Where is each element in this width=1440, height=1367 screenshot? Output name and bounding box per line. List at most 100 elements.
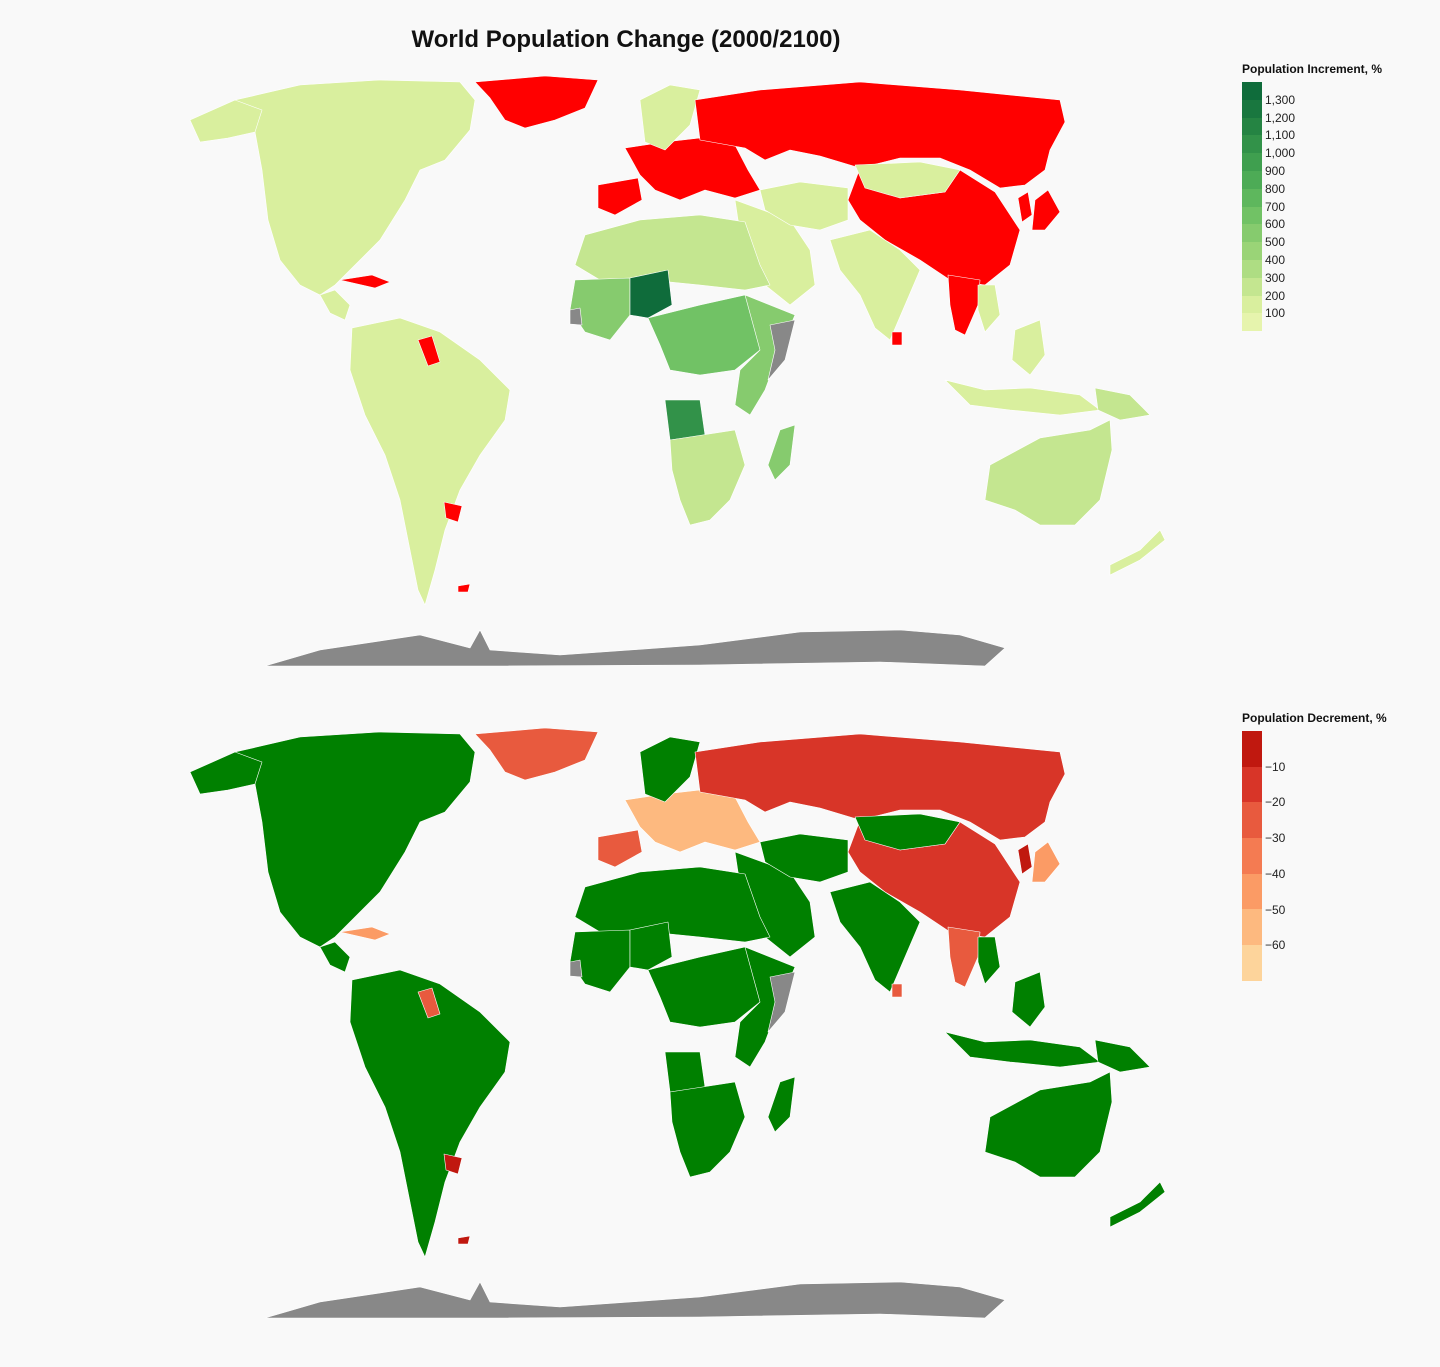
region-central-america[interactable] (319, 289, 351, 321)
region-russia[interactable] (694, 733, 1066, 841)
region-japan[interactable] (1031, 189, 1061, 231)
legend-tick-label: −50 (1265, 902, 1286, 917)
region-north-africa[interactable] (574, 866, 771, 943)
region-antarctica[interactable] (264, 629, 1006, 667)
legend-tick-label: 1,100 (1265, 128, 1296, 143)
region-west-sahara[interactable] (569, 307, 583, 326)
region-falklands[interactable] (457, 1235, 471, 1245)
region-new-guinea[interactable] (1094, 387, 1151, 421)
region-angola[interactable] (664, 399, 706, 441)
legend-swatch (1242, 82, 1262, 100)
region-philippines[interactable] (1011, 319, 1046, 376)
region-caribbean[interactable] (339, 274, 391, 289)
legend-swatch (1242, 945, 1262, 981)
region-southeast-asia[interactable] (947, 926, 981, 988)
region-mongolia[interactable] (854, 813, 961, 851)
legend-swatch (1242, 766, 1262, 803)
legend-swatch (1242, 731, 1262, 767)
region-southern-africa[interactable] (669, 1081, 746, 1178)
region-falklands[interactable] (457, 583, 471, 593)
region-south-america[interactable] (349, 317, 511, 606)
legend-tick-label: 500 (1265, 235, 1286, 250)
legend-swatch (1242, 259, 1262, 278)
region-new-zealand[interactable] (1109, 529, 1166, 576)
region-central-africa[interactable] (647, 946, 766, 1028)
region-india[interactable] (829, 881, 921, 993)
legend-tick-label: 400 (1265, 253, 1286, 267)
region-korea[interactable] (1017, 843, 1033, 875)
region-somalia[interactable] (767, 971, 796, 1033)
legend-swatch (1242, 909, 1262, 946)
region-southeast-asia[interactable] (947, 274, 981, 336)
region-iberia[interactable] (597, 829, 643, 868)
region-central-asia[interactable] (759, 833, 849, 883)
region-indonesia[interactable] (944, 379, 1101, 416)
legend-swatch (1242, 802, 1262, 839)
region-guianas[interactable] (417, 335, 441, 367)
legend-tick-label: 1,200 (1265, 110, 1296, 125)
region-indochina[interactable] (977, 284, 1001, 333)
region-indonesia[interactable] (944, 1031, 1101, 1068)
region-niger[interactable] (629, 269, 673, 319)
region-new-zealand[interactable] (1109, 1181, 1166, 1228)
region-caribbean[interactable] (339, 926, 391, 941)
region-west-sahara[interactable] (569, 959, 583, 978)
region-europe[interactable] (624, 789, 761, 853)
region-europe[interactable] (624, 137, 761, 201)
increment-legend: Population Increment, % 1,300 1,200 1,100 1… (1242, 62, 1382, 342)
region-niger[interactable] (629, 921, 673, 971)
region-scandinavia[interactable] (639, 84, 701, 151)
legend-tick-label: 700 (1265, 199, 1286, 214)
region-north-america[interactable] (234, 731, 476, 948)
legend-swatch (1242, 117, 1262, 136)
region-madagascar[interactable] (767, 424, 796, 481)
decrement-legend-color-bar (1242, 731, 1262, 981)
region-scandinavia[interactable] (639, 736, 701, 803)
legend-swatch (1242, 188, 1262, 207)
legend-tick-label: 600 (1265, 217, 1286, 232)
legend-swatch (1242, 206, 1262, 225)
chart-title: World Population Change (2000/2100) (411, 26, 841, 53)
region-somalia[interactable] (767, 319, 796, 381)
region-alaska[interactable] (189, 99, 263, 143)
region-central-asia[interactable] (759, 181, 849, 231)
region-korea[interactable] (1017, 191, 1033, 223)
legend-tick-label: 1,000 (1265, 146, 1296, 161)
region-uruguay[interactable] (443, 501, 463, 523)
region-mongolia[interactable] (854, 161, 961, 199)
region-india[interactable] (829, 229, 921, 341)
region-south-america[interactable] (349, 969, 511, 1258)
region-sri-lanka[interactable] (891, 331, 903, 346)
legend-swatch (1242, 838, 1262, 874)
region-australia[interactable] (984, 419, 1113, 526)
legend-tick-label: −10 (1265, 759, 1286, 774)
region-sri-lanka[interactable] (891, 983, 903, 998)
region-north-africa[interactable] (574, 214, 771, 291)
region-southern-africa[interactable] (669, 429, 746, 526)
legend-tick-label: −30 (1265, 831, 1286, 846)
region-australia[interactable] (984, 1071, 1113, 1178)
region-guianas[interactable] (417, 987, 441, 1019)
region-alaska[interactable] (189, 751, 263, 795)
region-madagascar[interactable] (767, 1076, 796, 1133)
legend-swatch (1242, 135, 1262, 154)
region-north-america[interactable] (234, 79, 476, 296)
legend-swatch (1242, 99, 1262, 118)
region-russia[interactable] (694, 81, 1066, 189)
region-indochina[interactable] (977, 936, 1001, 985)
region-uruguay[interactable] (443, 1153, 463, 1175)
region-angola[interactable] (664, 1051, 706, 1093)
region-central-america[interactable] (319, 941, 351, 973)
increment-world-map (189, 75, 1166, 667)
region-japan[interactable] (1031, 841, 1061, 883)
region-philippines[interactable] (1011, 971, 1046, 1028)
region-greenland[interactable] (474, 727, 599, 781)
legend-tick-label: −20 (1265, 795, 1286, 810)
region-antarctica[interactable] (264, 1281, 1006, 1319)
legend-tick-label: 100 (1265, 306, 1286, 321)
region-new-guinea[interactable] (1094, 1039, 1151, 1073)
region-iberia[interactable] (597, 177, 643, 216)
legend-tick-label: 800 (1265, 181, 1286, 196)
region-central-africa[interactable] (647, 294, 766, 376)
region-greenland[interactable] (474, 75, 599, 129)
